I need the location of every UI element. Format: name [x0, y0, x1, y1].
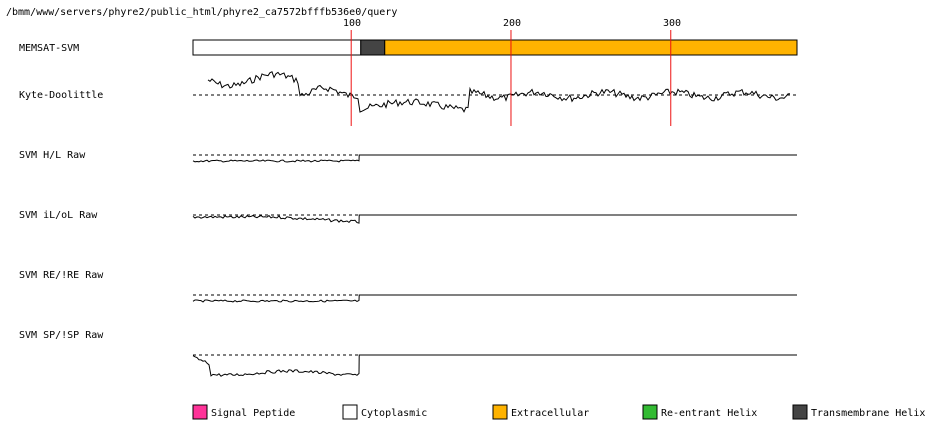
memsat-segment-cytoplasmic — [192, 39, 362, 56]
memsat-topology-bar — [192, 39, 798, 56]
track-label-svm-sp: SVM SP/!SP Raw — [19, 330, 104, 341]
ruler-tick-100: 100 — [343, 18, 361, 29]
ruler-tick-300: 300 — [663, 18, 681, 29]
legend-label-extracellular: Extracellular — [511, 408, 589, 419]
file-path-header: /bmm/www/servers/phyre2/public_html/phyr… — [6, 7, 397, 18]
track-label-svm-re: SVM RE/!RE Raw — [19, 270, 104, 281]
legend-label-transmembrane-helix: Transmembrane Helix — [811, 408, 925, 419]
legend-swatch-signal-peptide — [192, 404, 208, 420]
legend-swatch-extracellular — [492, 404, 508, 420]
track-label-svm-hl: SVM H/L Raw — [19, 150, 86, 161]
svm-il-ol-trace — [192, 214, 797, 224]
kyte-doolittle-trace — [207, 71, 791, 113]
legend-swatch-transmembrane-helix — [792, 404, 808, 420]
score-traces — [192, 71, 797, 377]
legend: Signal Peptide Cytoplasmic Extracellular… — [192, 404, 925, 420]
legend-swatch-reentrant-helix — [642, 404, 658, 420]
track-label-kyte-doolittle: Kyte-Doolittle — [19, 90, 103, 101]
memsat-segment-extracellular — [384, 39, 798, 56]
svm-hl-trace — [192, 154, 797, 163]
ruler-tick-labels: 100 200 300 — [343, 18, 681, 29]
svm-sp-trace — [192, 354, 797, 377]
legend-label-reentrant-helix: Re-entrant Helix — [661, 408, 757, 419]
memsat-segment-transmembrane — [360, 39, 386, 56]
track-labels: MEMSAT-SVM Kyte-Doolittle SVM H/L Raw SV… — [19, 43, 104, 341]
track-label-svm-il-ol: SVM iL/oL Raw — [19, 210, 98, 221]
legend-label-signal-peptide: Signal Peptide — [211, 408, 295, 419]
svm-re-trace — [192, 294, 797, 303]
legend-swatch-cytoplasmic — [342, 404, 358, 420]
legend-label-cytoplasmic: Cytoplasmic — [361, 408, 427, 419]
track-label-memsat: MEMSAT-SVM — [19, 43, 79, 54]
ruler-lines — [350, 30, 672, 126]
ruler-tick-200: 200 — [503, 18, 521, 29]
